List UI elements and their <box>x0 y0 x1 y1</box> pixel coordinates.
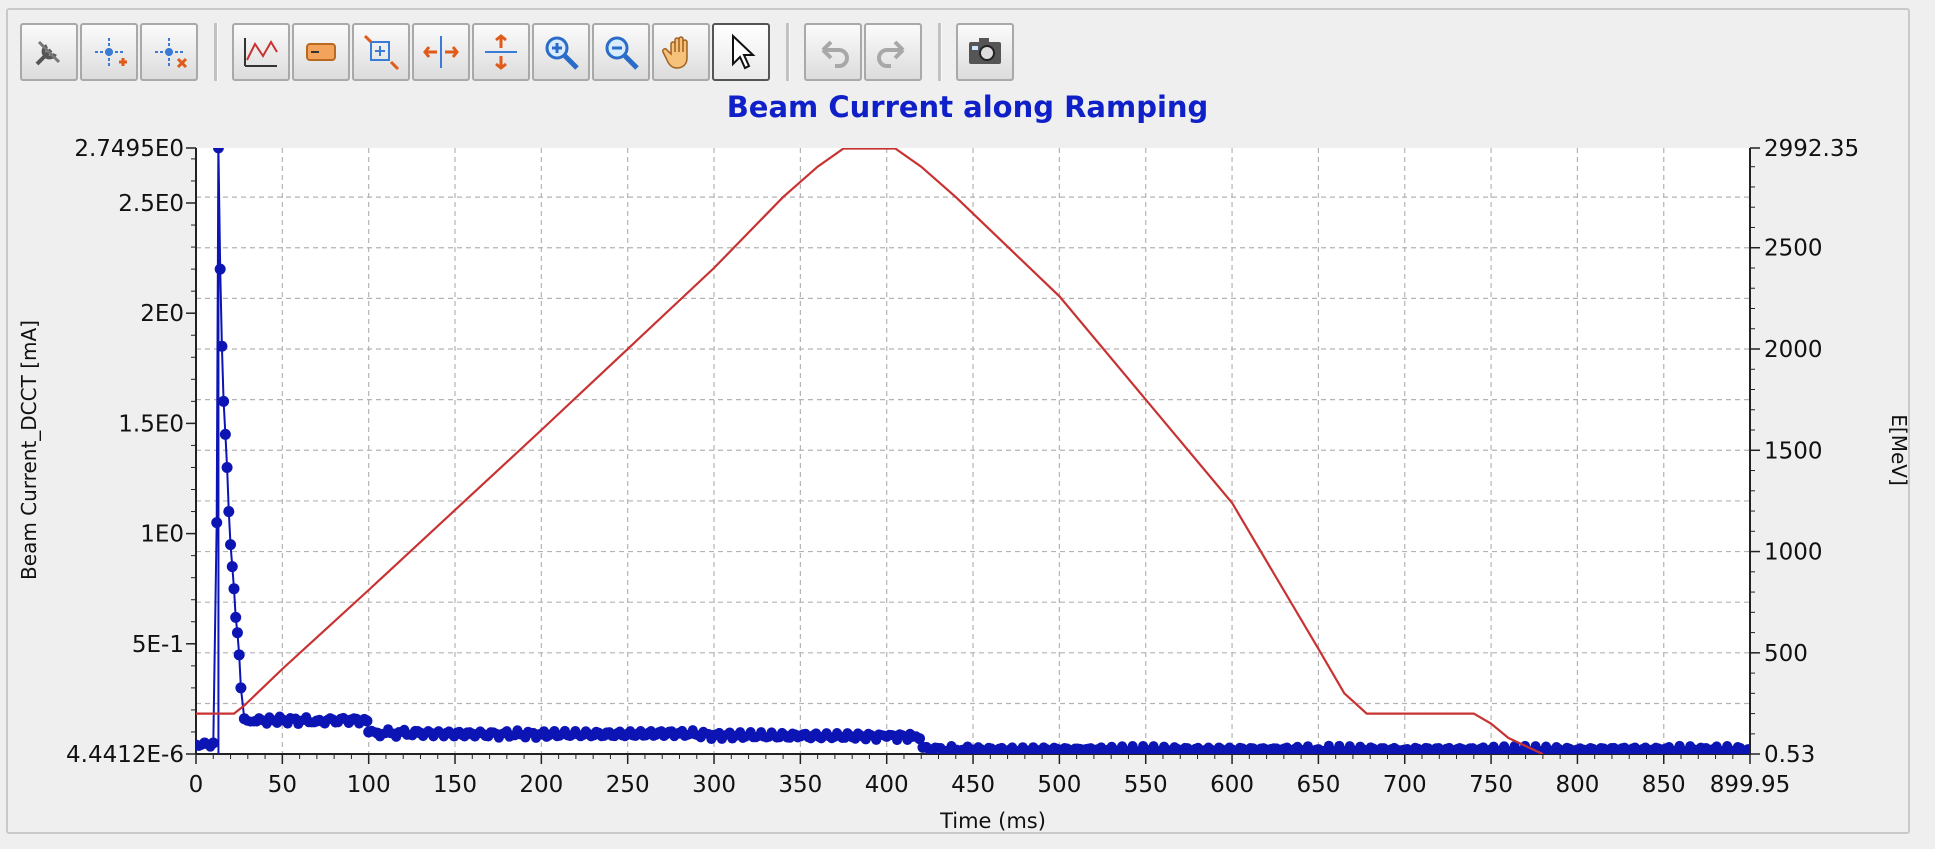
beam-current-point <box>235 682 247 694</box>
zoom-box-icon <box>363 34 400 71</box>
x-tick-label: 50 <box>268 772 297 798</box>
y-tick-label-left: 2.5E0 <box>118 191 184 217</box>
y-tick-label-right: 500 <box>1764 641 1808 667</box>
zoom-vertical-button[interactable] <box>472 23 530 81</box>
beam-current-point <box>223 506 235 518</box>
y-tick-label-left: 4.4412E-6 <box>66 742 184 768</box>
x-tick-label: 750 <box>1469 772 1513 798</box>
remove-marker-button[interactable] <box>140 23 198 81</box>
beam-current-point <box>225 539 237 551</box>
x-tick-label: 600 <box>1210 772 1254 798</box>
y-tick-label-right: 0.53 <box>1764 742 1815 768</box>
beam-current-point <box>231 627 243 639</box>
undo-icon <box>821 40 849 68</box>
x-tick-label: 350 <box>778 772 822 798</box>
x-tick-label: 400 <box>865 772 909 798</box>
zoom-in-button[interactable] <box>532 23 590 81</box>
beam-current-point <box>211 517 223 529</box>
beam-current-point <box>214 263 226 275</box>
beam-current-point <box>221 461 233 473</box>
legend-toggle-icon <box>306 43 336 61</box>
settings-tools-button[interactable] <box>20 23 78 81</box>
undo-button <box>804 23 862 81</box>
x-tick-label: 500 <box>1037 772 1081 798</box>
settings-tools-icon <box>35 40 61 66</box>
y-tick-label-left: 2.7495E0 <box>74 136 184 162</box>
beam-current-sample <box>1740 747 1750 754</box>
chart-title: Beam Current along Ramping <box>726 90 1209 124</box>
pan-hand-icon <box>662 36 688 69</box>
beam-current-point <box>228 583 240 595</box>
pan-hand-button[interactable] <box>652 23 710 81</box>
add-marker-icon <box>95 38 127 66</box>
x-tick-label: 0 <box>189 772 204 798</box>
y-tick-label-left: 1.5E0 <box>118 411 184 437</box>
toolbar-separator <box>214 23 218 81</box>
beam-current-sample <box>205 741 216 752</box>
x-tick-label: 850 <box>1642 772 1686 798</box>
beam-current-point <box>226 561 238 573</box>
add-marker-button[interactable] <box>80 23 138 81</box>
x-tick-label: 150 <box>433 772 477 798</box>
x-tick-label: 800 <box>1555 772 1599 798</box>
zoom-vertical-icon <box>485 34 517 70</box>
zoom-box-button[interactable] <box>352 23 410 81</box>
x-tick-label: 100 <box>347 772 391 798</box>
x-tick-label: 899.95 <box>1710 772 1790 798</box>
plot-options-button[interactable] <box>232 23 290 81</box>
y-tick-label-left: 2E0 <box>140 301 184 327</box>
beam-current-point <box>216 340 228 352</box>
plot-options-icon <box>244 38 278 67</box>
select-pointer-button[interactable] <box>712 23 770 81</box>
y-axis-title-left: Beam Current_DCCT [mA] <box>17 320 41 580</box>
y-tick-label-right: 1500 <box>1764 438 1823 464</box>
y-axis-title-right: E[MeV] <box>1887 414 1911 485</box>
y-tick-label-left: 5E-1 <box>132 632 184 658</box>
x-tick-label: 450 <box>951 772 995 798</box>
zoom-out-button[interactable] <box>592 23 650 81</box>
toolbar-separator <box>786 23 790 81</box>
x-tick-label: 250 <box>606 772 650 798</box>
beam-current-sample <box>911 731 922 742</box>
energy-series-line <box>196 148 1544 754</box>
x-axis-title: Time (ms) <box>939 809 1046 833</box>
plot-toolbar <box>20 20 1016 84</box>
y-tick-label-right: 2500 <box>1764 236 1823 262</box>
snapshot-camera-icon <box>969 38 1001 64</box>
beam-current-point <box>218 395 230 407</box>
legend-toggle-button[interactable] <box>292 23 350 81</box>
x-tick-label: 550 <box>1124 772 1168 798</box>
toolbar-separator <box>938 23 942 81</box>
beam-current-point <box>233 649 245 661</box>
y-tick-label-right: 2992.35 <box>1764 136 1859 162</box>
x-tick-label: 700 <box>1383 772 1427 798</box>
y-tick-label-right: 1000 <box>1764 540 1823 566</box>
x-tick-label: 200 <box>519 772 563 798</box>
grid-lines <box>196 148 1750 754</box>
beam-current-sample <box>359 713 370 724</box>
zoom-in-icon <box>545 36 579 70</box>
x-tick-label: 300 <box>692 772 736 798</box>
remove-marker-icon <box>155 38 188 69</box>
select-pointer-icon <box>732 33 756 70</box>
y-tick-label-left: 1E0 <box>140 522 184 548</box>
beam-current-point <box>212 148 224 154</box>
zoom-horizontal-button[interactable] <box>412 23 470 81</box>
beam-current-point <box>230 611 242 623</box>
redo-icon <box>877 40 905 68</box>
snapshot-camera-button[interactable] <box>956 23 1014 81</box>
zoom-out-icon <box>605 36 639 70</box>
zoom-horizontal-icon <box>423 36 459 68</box>
y-tick-label-right: 2000 <box>1764 337 1823 363</box>
beam-current-point <box>219 428 231 440</box>
redo-button <box>864 23 922 81</box>
x-tick-label: 650 <box>1296 772 1340 798</box>
beam-current-series <box>196 148 1750 754</box>
